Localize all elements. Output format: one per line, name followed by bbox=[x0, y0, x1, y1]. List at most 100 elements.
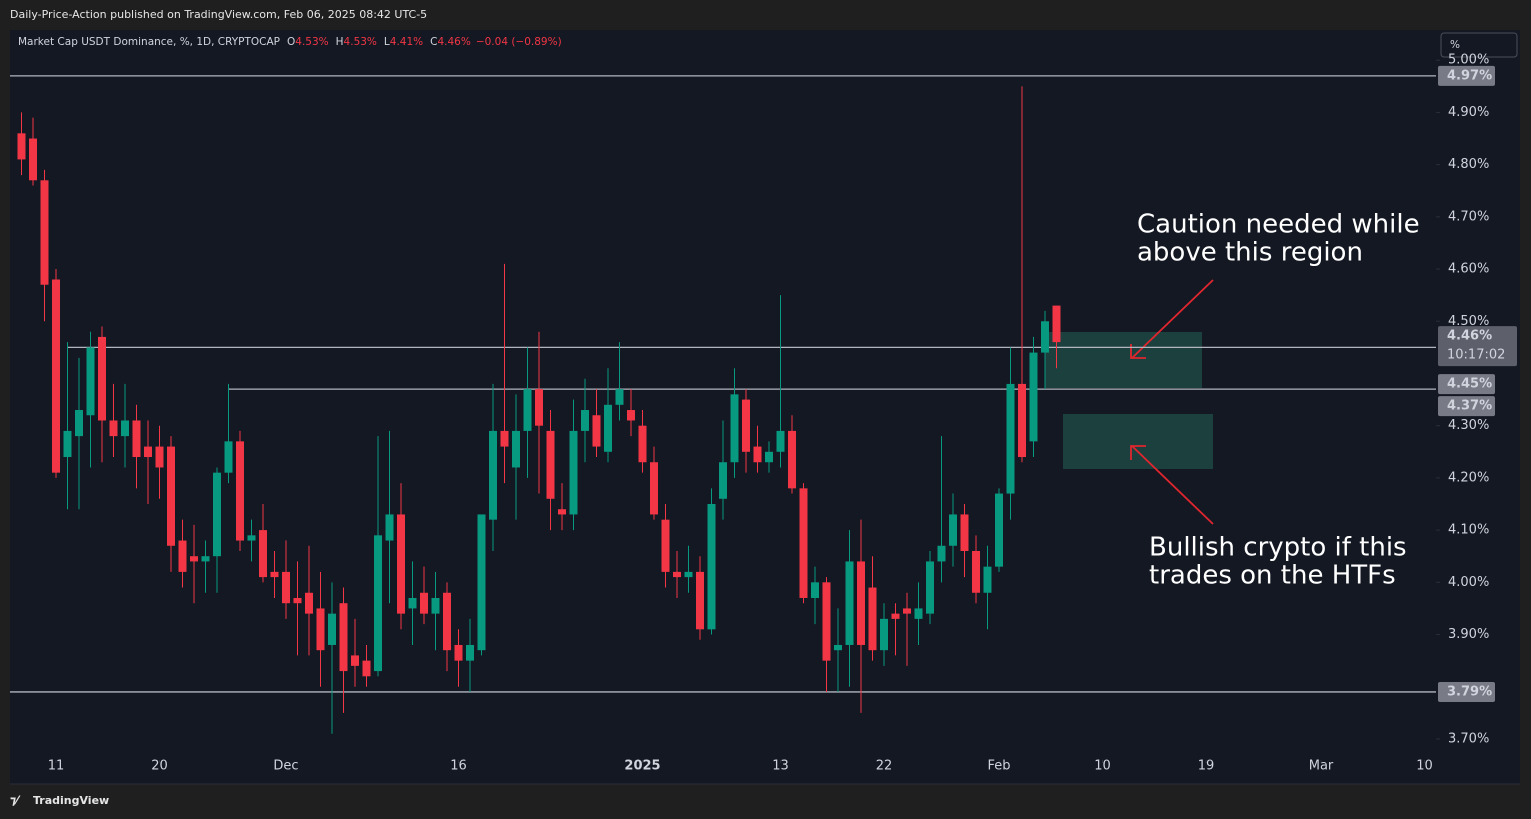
last-price-box bbox=[1438, 326, 1517, 367]
candle-body bbox=[1052, 305, 1061, 343]
candle-body bbox=[661, 519, 670, 572]
candle-body bbox=[98, 336, 106, 421]
candle-body bbox=[282, 571, 290, 604]
candle-body bbox=[316, 608, 325, 651]
x-tick-label: 11 bbox=[48, 759, 65, 774]
candle-body bbox=[995, 493, 1003, 567]
arrow-head bbox=[1130, 445, 1146, 460]
candle-body bbox=[592, 415, 601, 447]
countdown: 10:17:02 bbox=[1447, 348, 1505, 363]
candle-body bbox=[190, 556, 198, 562]
legend-key: L bbox=[384, 36, 390, 48]
candle-body bbox=[75, 410, 83, 437]
legend-value: 4.41% bbox=[390, 36, 423, 48]
candle-body bbox=[305, 592, 313, 614]
candle-body bbox=[489, 430, 497, 520]
x-tick-label: Feb bbox=[987, 759, 1010, 774]
arrow-head bbox=[1130, 344, 1146, 359]
legend-key: H bbox=[336, 36, 344, 48]
x-tick-label: 22 bbox=[876, 759, 893, 774]
legend-value: 4.53% bbox=[344, 36, 377, 48]
x-tick-label: 19 bbox=[1198, 759, 1215, 774]
candle-body bbox=[29, 138, 37, 181]
level-label-box bbox=[1438, 396, 1495, 417]
arrow bbox=[1131, 279, 1214, 359]
legend-value: 4.53% bbox=[295, 36, 328, 48]
candle-body bbox=[937, 545, 946, 562]
candle-body bbox=[638, 425, 647, 463]
candle-body bbox=[63, 430, 72, 458]
candle-body bbox=[604, 404, 612, 452]
resistance-zone bbox=[1045, 332, 1202, 388]
candle-body bbox=[454, 644, 463, 661]
candle-body bbox=[546, 430, 555, 499]
legend-value: 4.46% bbox=[437, 36, 470, 48]
y-tick-label: 4.10% bbox=[1448, 523, 1489, 538]
level-label: 3.79% bbox=[1447, 684, 1492, 699]
x-tick-label: 10 bbox=[1416, 759, 1433, 774]
candle-body bbox=[201, 556, 210, 562]
candle-body bbox=[730, 394, 739, 463]
candle-body bbox=[224, 441, 233, 473]
arrow bbox=[1131, 445, 1214, 525]
candle-body bbox=[144, 446, 152, 458]
candle-body bbox=[776, 430, 785, 452]
candle-body bbox=[960, 514, 969, 551]
candle-body bbox=[753, 446, 762, 463]
candle-body bbox=[431, 597, 440, 614]
level-label-box bbox=[1438, 374, 1495, 395]
candle-body bbox=[673, 571, 681, 578]
scale-mode[interactable]: % bbox=[1450, 39, 1460, 51]
x-tick-label: 13 bbox=[772, 759, 789, 774]
y-tick-label: 3.90% bbox=[1448, 627, 1489, 642]
support-zone bbox=[1063, 414, 1213, 469]
candle-body bbox=[765, 451, 773, 463]
candle-body bbox=[845, 561, 854, 645]
candle-body bbox=[799, 488, 808, 598]
candle-body bbox=[328, 613, 336, 645]
candle-body bbox=[581, 410, 589, 431]
scale-mode-box[interactable] bbox=[1440, 32, 1518, 58]
candle-body bbox=[397, 514, 405, 614]
y-tick-label: 4.90% bbox=[1448, 105, 1489, 120]
candle-body bbox=[293, 597, 302, 604]
candle-body bbox=[477, 514, 486, 651]
candle-body bbox=[1006, 383, 1015, 494]
candle-body bbox=[167, 446, 175, 546]
candle-body bbox=[339, 603, 348, 672]
candle-body bbox=[1041, 321, 1049, 353]
candle-body bbox=[650, 462, 658, 515]
legend-change: −0.04 (−0.89%) bbox=[476, 36, 562, 48]
symbol-legend: Market Cap USDT Dominance, %, 1D, CRYPTO… bbox=[18, 36, 562, 48]
candle-body bbox=[569, 430, 578, 515]
candle-body bbox=[155, 446, 164, 468]
candle-body bbox=[420, 592, 428, 614]
y-tick-label: 4.60% bbox=[1448, 262, 1489, 277]
level-label-box bbox=[1438, 65, 1495, 86]
x-tick-label: Dec bbox=[273, 759, 298, 774]
level-label: 4.97% bbox=[1447, 68, 1492, 83]
candle-body bbox=[627, 410, 635, 421]
candle-body bbox=[259, 530, 267, 578]
x-tick-label: 2025 bbox=[624, 759, 660, 774]
candle-body bbox=[443, 592, 451, 651]
candle-body bbox=[236, 441, 244, 541]
candle-body bbox=[178, 540, 187, 572]
candle-body bbox=[903, 608, 911, 614]
candle-body bbox=[742, 399, 750, 452]
candle-body bbox=[500, 430, 509, 447]
arrows bbox=[1130, 279, 1214, 525]
candle-body bbox=[834, 644, 842, 651]
candle-body bbox=[535, 389, 543, 426]
y-tick-label: 4.50% bbox=[1448, 314, 1489, 329]
y-tick-label: 4.80% bbox=[1448, 157, 1489, 172]
candle-body bbox=[385, 514, 394, 541]
candle-body bbox=[719, 462, 727, 499]
annotation: Bullish crypto if this bbox=[1149, 533, 1407, 563]
candle-body bbox=[558, 509, 566, 515]
x-tick-label: Mar bbox=[1309, 759, 1334, 774]
x-tick-label: 16 bbox=[450, 759, 467, 774]
candle-body bbox=[523, 389, 532, 431]
legend-key: C bbox=[430, 36, 437, 48]
